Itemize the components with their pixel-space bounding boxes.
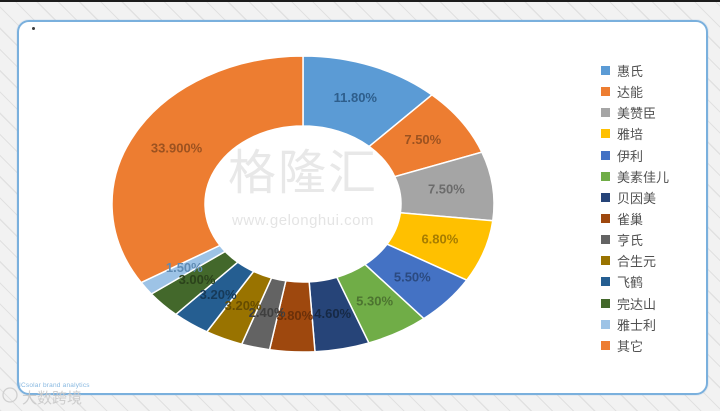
svg-text:4.60%: 4.60%: [314, 306, 351, 321]
svg-text:7.50%: 7.50%: [404, 132, 441, 147]
svg-text:1.50%: 1.50%: [166, 260, 203, 275]
svg-text:3.20%: 3.20%: [200, 287, 237, 302]
svg-text:33.900%: 33.900%: [151, 141, 203, 156]
svg-text:6.80%: 6.80%: [421, 232, 458, 247]
svg-text:5.50%: 5.50%: [394, 269, 431, 284]
svg-text:11.80%: 11.80%: [334, 90, 378, 105]
svg-text:5.30%: 5.30%: [356, 294, 393, 309]
svg-text:7.50%: 7.50%: [428, 182, 465, 197]
